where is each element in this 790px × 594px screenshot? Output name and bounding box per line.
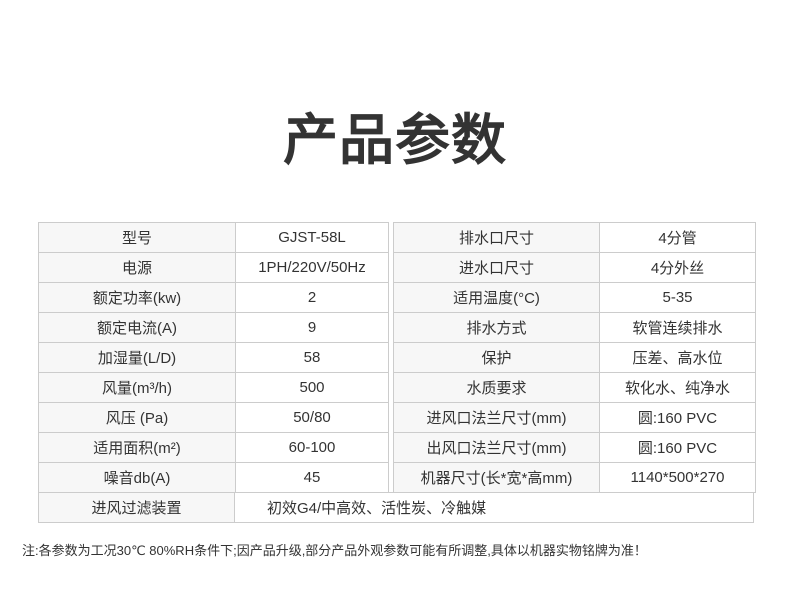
spec-label: 保护: [393, 342, 600, 373]
spec-label: 额定电流(A): [38, 312, 236, 343]
table-row: 电源 1PH/220V/50Hz: [38, 252, 389, 283]
spec-value: 圆:160 PVC: [599, 402, 756, 433]
spec-value: 4分外丝: [599, 252, 756, 283]
table-row: 额定电流(A) 9: [38, 312, 389, 343]
spec-label: 进风口法兰尺寸(mm): [393, 402, 600, 433]
spec-value: 软化水、纯净水: [599, 372, 756, 403]
spec-value: 5-35: [599, 282, 756, 313]
table-row: 水质要求 软化水、纯净水: [393, 372, 756, 403]
spec-value: 1140*500*270: [599, 462, 756, 493]
table-row: 适用面积(m²) 60-100: [38, 432, 389, 463]
spec-label: 型号: [38, 222, 236, 253]
spec-value: 1PH/220V/50Hz: [235, 252, 389, 283]
table-row: 排水方式 软管连续排水: [393, 312, 756, 343]
spec-value: 50/80: [235, 402, 389, 433]
table-row: 保护 压差、高水位: [393, 342, 756, 373]
spec-label: 加湿量(L/D): [38, 342, 236, 373]
spec-label: 机器尺寸(长*宽*高mm): [393, 462, 600, 493]
spec-label: 出风口法兰尺寸(mm): [393, 432, 600, 463]
footnote: 注:各参数为工况30℃ 80%RH条件下;因产品升级,部分产品外观参数可能有所调…: [22, 543, 647, 558]
page-title: 产品参数: [282, 109, 507, 171]
spec-label: 水质要求: [393, 372, 600, 403]
table-row: 出风口法兰尺寸(mm) 圆:160 PVC: [393, 432, 756, 463]
table-row: 额定功率(kw) 2: [38, 282, 389, 313]
spec-value: 58: [235, 342, 389, 373]
table-row: 进水口尺寸 4分外丝: [393, 252, 756, 283]
spec-label: 进水口尺寸: [393, 252, 600, 283]
spec-table-right: 排水口尺寸 4分管 进水口尺寸 4分外丝 适用温度(°C) 5-35 排水方式 …: [393, 222, 756, 493]
spec-value: 9: [235, 312, 389, 343]
spec-label: 电源: [38, 252, 236, 283]
table-row: 进风口法兰尺寸(mm) 圆:160 PVC: [393, 402, 756, 433]
spec-value: 60-100: [235, 432, 389, 463]
table-row: 噪音db(A) 45: [38, 462, 389, 493]
table-row-filter: 进风过滤装置 初效G4/中高效、活性炭、冷触媒: [38, 492, 754, 523]
spec-table-area: 型号 GJST-58L 电源 1PH/220V/50Hz 额定功率(kw) 2 …: [38, 222, 756, 523]
spec-table-left: 型号 GJST-58L 电源 1PH/220V/50Hz 额定功率(kw) 2 …: [38, 222, 389, 493]
spec-label: 排水方式: [393, 312, 600, 343]
spec-label: 进风过滤装置: [38, 492, 235, 523]
spec-label: 适用面积(m²): [38, 432, 236, 463]
spec-label: 风压 (Pa): [38, 402, 236, 433]
table-row: 型号 GJST-58L: [38, 222, 389, 253]
spec-label: 排水口尺寸: [393, 222, 600, 253]
spec-value: 初效G4/中高效、活性炭、冷触媒: [235, 492, 754, 523]
table-row: 机器尺寸(长*宽*高mm) 1140*500*270: [393, 462, 756, 493]
table-row: 风量(m³/h) 500: [38, 372, 389, 403]
spec-value: 45: [235, 462, 389, 493]
table-row: 风压 (Pa) 50/80: [38, 402, 389, 433]
spec-value: 软管连续排水: [599, 312, 756, 343]
spec-value: 4分管: [599, 222, 756, 253]
table-row: 适用温度(°C) 5-35: [393, 282, 756, 313]
spec-label: 风量(m³/h): [38, 372, 236, 403]
spec-value: GJST-58L: [235, 222, 389, 253]
spec-value: 圆:160 PVC: [599, 432, 756, 463]
spec-label: 适用温度(°C): [393, 282, 600, 313]
spec-value: 2: [235, 282, 389, 313]
spec-label: 额定功率(kw): [38, 282, 236, 313]
spec-value: 压差、高水位: [599, 342, 756, 373]
spec-label: 噪音db(A): [38, 462, 236, 493]
table-row: 加湿量(L/D) 58: [38, 342, 389, 373]
spec-value: 500: [235, 372, 389, 403]
table-row: 排水口尺寸 4分管: [393, 222, 756, 253]
